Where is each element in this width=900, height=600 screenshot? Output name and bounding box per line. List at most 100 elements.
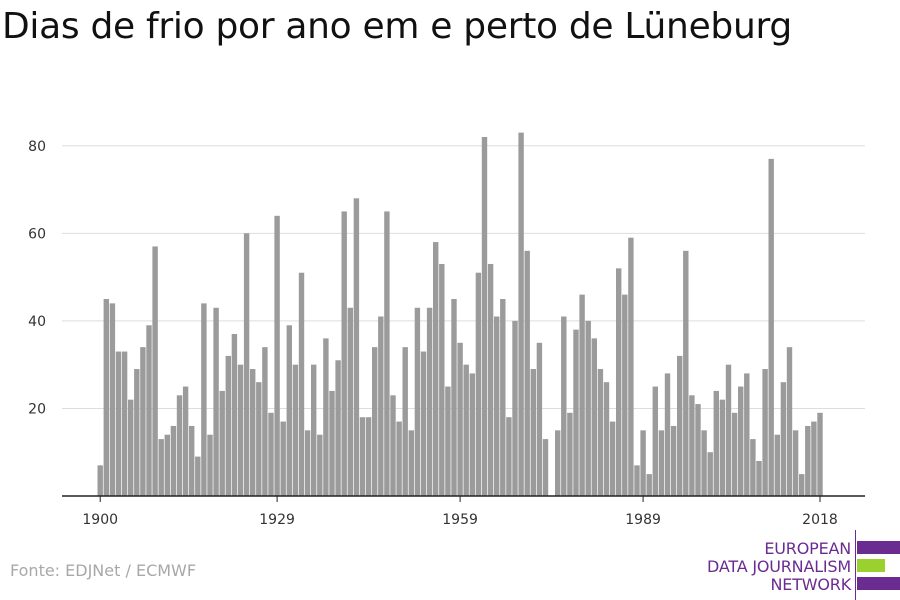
- bar-1939[interactable]: [335, 360, 341, 496]
- bar-1999[interactable]: [701, 430, 707, 496]
- bar-1989[interactable]: [640, 430, 646, 496]
- bar-2018[interactable]: [817, 412, 823, 496]
- bar-1960[interactable]: [463, 364, 469, 496]
- bar-2006[interactable]: [744, 373, 750, 496]
- bar-1934[interactable]: [304, 430, 311, 496]
- bar-2015[interactable]: [799, 474, 805, 496]
- bar-1924[interactable]: [243, 233, 250, 496]
- bar-1986[interactable]: [622, 294, 628, 496]
- bar-1963[interactable]: [481, 137, 488, 496]
- bar-1918[interactable]: [207, 434, 213, 496]
- bar-1933[interactable]: [298, 272, 305, 496]
- bar-1940[interactable]: [341, 211, 347, 496]
- bar-1904[interactable]: [121, 351, 128, 496]
- bar-1932[interactable]: [292, 364, 299, 496]
- bar-1973[interactable]: [542, 439, 549, 496]
- bar-1911[interactable]: [164, 434, 170, 496]
- bar-1928[interactable]: [268, 412, 274, 496]
- bar-1982[interactable]: [597, 369, 604, 496]
- bar-1996[interactable]: [683, 250, 689, 496]
- bar-1970[interactable]: [524, 250, 530, 496]
- bar-1915[interactable]: [189, 425, 195, 496]
- bar-1905[interactable]: [128, 399, 134, 496]
- bar-1992[interactable]: [658, 430, 665, 496]
- bar-1985[interactable]: [616, 268, 622, 496]
- bar-1942[interactable]: [353, 198, 360, 497]
- bar-1950[interactable]: [402, 347, 408, 496]
- bar-1958[interactable]: [451, 298, 457, 496]
- bar-1978[interactable]: [573, 329, 579, 496]
- bar-1979[interactable]: [579, 294, 585, 496]
- bar-1926[interactable]: [256, 382, 262, 496]
- bar-1984[interactable]: [609, 421, 616, 496]
- bar-1981[interactable]: [591, 338, 597, 496]
- bar-1980[interactable]: [585, 320, 591, 496]
- bar-1987[interactable]: [628, 237, 634, 496]
- bar-1953[interactable]: [420, 351, 427, 496]
- bar-1971[interactable]: [530, 369, 536, 496]
- bar-1972[interactable]: [536, 342, 543, 496]
- bar-2003[interactable]: [725, 364, 732, 496]
- edjnet-logo[interactable]: EUROPEAN DATA JOURNALISM NETWORK: [700, 530, 900, 600]
- bar-1912[interactable]: [170, 425, 177, 496]
- bar-1923[interactable]: [237, 364, 244, 496]
- bar-1930[interactable]: [280, 421, 286, 496]
- bar-1941[interactable]: [347, 307, 353, 496]
- bar-1988[interactable]: [634, 465, 640, 496]
- bar-2016[interactable]: [805, 425, 811, 496]
- bar-1917[interactable]: [201, 303, 207, 496]
- bar-1983[interactable]: [603, 382, 610, 496]
- bar-1913[interactable]: [176, 395, 183, 496]
- bar-1959[interactable]: [457, 342, 463, 496]
- bar-1991[interactable]: [652, 386, 658, 496]
- bar-1916[interactable]: [195, 456, 201, 496]
- bar-2008[interactable]: [756, 460, 762, 496]
- bar-1920[interactable]: [219, 390, 225, 496]
- bar-1968[interactable]: [512, 320, 518, 496]
- bar-1961[interactable]: [469, 373, 475, 496]
- bar-1935[interactable]: [311, 364, 317, 496]
- bar-1948[interactable]: [390, 395, 396, 496]
- bar-1925[interactable]: [250, 369, 256, 496]
- bar-1993[interactable]: [664, 373, 671, 496]
- bar-1909[interactable]: [152, 246, 158, 496]
- bar-1907[interactable]: [140, 347, 146, 496]
- bar-1964[interactable]: [487, 263, 494, 496]
- bar-2010[interactable]: [768, 158, 774, 496]
- bar-1937[interactable]: [323, 338, 329, 496]
- bar-1995[interactable]: [677, 355, 683, 496]
- bar-1919[interactable]: [213, 307, 219, 496]
- bar-1944[interactable]: [365, 417, 372, 496]
- bar-1946[interactable]: [378, 316, 384, 497]
- bar-1977[interactable]: [567, 412, 573, 496]
- bar-1947[interactable]: [384, 211, 390, 496]
- bar-2013[interactable]: [786, 347, 793, 496]
- bar-2002[interactable]: [719, 399, 726, 496]
- bar-2007[interactable]: [750, 439, 756, 496]
- bar-1931[interactable]: [286, 325, 292, 496]
- bar-2000[interactable]: [707, 452, 713, 496]
- bar-2001[interactable]: [713, 390, 719, 496]
- bar-1921[interactable]: [225, 355, 231, 496]
- bar-1914[interactable]: [182, 386, 189, 496]
- bar-1976[interactable]: [561, 316, 567, 497]
- bar-2009[interactable]: [762, 369, 768, 496]
- bar-1962[interactable]: [475, 272, 482, 496]
- bar-1908[interactable]: [146, 325, 152, 496]
- bar-1922[interactable]: [231, 334, 238, 496]
- bar-1903[interactable]: [115, 351, 122, 496]
- bar-1955[interactable]: [433, 242, 439, 496]
- bar-1900[interactable]: [97, 465, 103, 496]
- bar-1901[interactable]: [103, 298, 109, 496]
- bar-2012[interactable]: [780, 382, 787, 496]
- bar-1969[interactable]: [518, 132, 524, 496]
- bar-1929[interactable]: [274, 215, 280, 496]
- bar-1906[interactable]: [134, 369, 140, 496]
- bar-1943[interactable]: [359, 417, 366, 496]
- bar-2005[interactable]: [738, 386, 744, 496]
- bar-1936[interactable]: [317, 434, 323, 496]
- bar-1965[interactable]: [494, 316, 500, 497]
- bar-1902[interactable]: [109, 303, 116, 496]
- bar-1966[interactable]: [500, 298, 506, 496]
- bar-1938[interactable]: [329, 390, 335, 496]
